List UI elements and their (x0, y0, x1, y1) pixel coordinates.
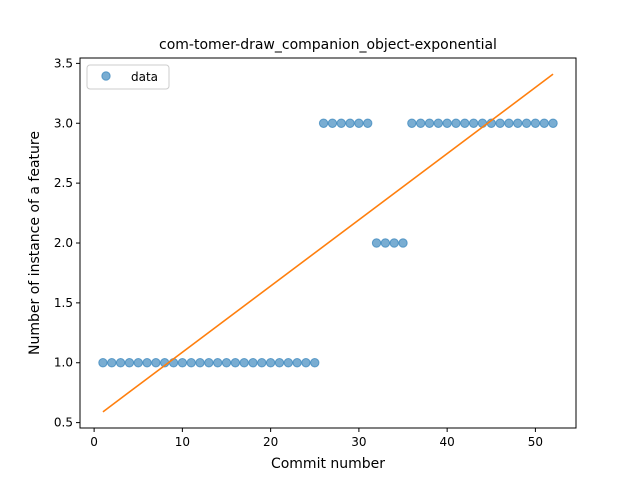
data-point (133, 358, 143, 368)
x-tick-label: 10 (175, 435, 190, 449)
data-point (186, 358, 196, 368)
data-point (230, 358, 241, 368)
fit-line (102, 73, 554, 413)
x-axis-label: Commit number (271, 456, 385, 472)
y-tick-label: 2.0 (54, 236, 73, 250)
x-tick-label: 30 (351, 435, 366, 449)
data-point (98, 358, 108, 368)
data-point (124, 358, 135, 368)
data-point (424, 118, 435, 128)
data-point (345, 118, 355, 128)
data-point (283, 358, 293, 368)
data-point (442, 118, 452, 128)
data-point (389, 238, 399, 248)
data-point (539, 118, 549, 128)
y-tick-label: 3.5 (54, 56, 73, 70)
data-point (433, 118, 444, 128)
y-axis-label: Number of instance of a feature (27, 131, 43, 355)
data-point (495, 118, 505, 128)
legend-label: data (131, 70, 158, 84)
data-point (151, 358, 161, 368)
data-point (451, 118, 461, 128)
data-point (548, 118, 558, 128)
data-point (221, 358, 232, 368)
data-point (371, 238, 382, 248)
data-point (530, 118, 541, 128)
x-tick-label: 40 (440, 435, 455, 449)
data-point (310, 358, 320, 368)
data-point (460, 118, 470, 128)
chart-title: com-tomer-draw_companion_object-exponent… (159, 37, 497, 53)
data-point (115, 358, 126, 368)
y-tick-label: 0.5 (54, 416, 73, 430)
data-point (257, 358, 267, 368)
data-point (407, 118, 417, 128)
y-tick-label: 1.0 (54, 356, 73, 370)
data-point (521, 118, 532, 128)
data-point (142, 358, 152, 368)
data-point (336, 118, 346, 128)
data-point (292, 358, 302, 368)
legend-marker (101, 71, 111, 81)
data-point (380, 238, 391, 248)
data-point (204, 358, 214, 368)
data-point (468, 118, 479, 128)
data-point (248, 358, 258, 368)
x-tick-label: 50 (528, 435, 543, 449)
data-point (239, 358, 249, 368)
data-point (301, 358, 311, 368)
plot-area: 0 10 20 30 40 50 0.5 1.0 1.5 2.0 2.5 3.0 3.5 data (54, 56, 577, 449)
data-point (363, 118, 373, 128)
data-point (504, 118, 514, 128)
legend-box (86, 64, 170, 90)
data-point (398, 238, 408, 248)
y-tick-label: 3.0 (54, 116, 73, 130)
data-point (212, 358, 223, 368)
data-point (318, 118, 329, 128)
data-point (327, 118, 338, 128)
x-tick-label: 20 (263, 435, 278, 449)
data-point (177, 358, 188, 368)
data-point (274, 358, 285, 368)
data-point (354, 118, 364, 128)
data-point (195, 358, 205, 368)
y-tick-label: 2.5 (54, 176, 73, 190)
data-point (415, 118, 426, 128)
y-tick-label: 1.5 (54, 296, 73, 310)
data-point (107, 358, 117, 368)
data-point (513, 118, 523, 128)
data-point (265, 358, 276, 368)
x-tick-label: 0 (90, 435, 98, 449)
